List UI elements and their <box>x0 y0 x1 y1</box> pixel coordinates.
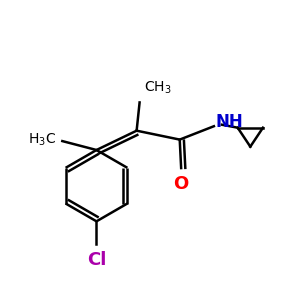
Text: O: O <box>174 175 189 193</box>
Text: NH: NH <box>215 113 243 131</box>
Text: H$_3$C: H$_3$C <box>28 131 56 148</box>
Text: CH$_3$: CH$_3$ <box>144 80 172 97</box>
Text: Cl: Cl <box>87 251 106 269</box>
